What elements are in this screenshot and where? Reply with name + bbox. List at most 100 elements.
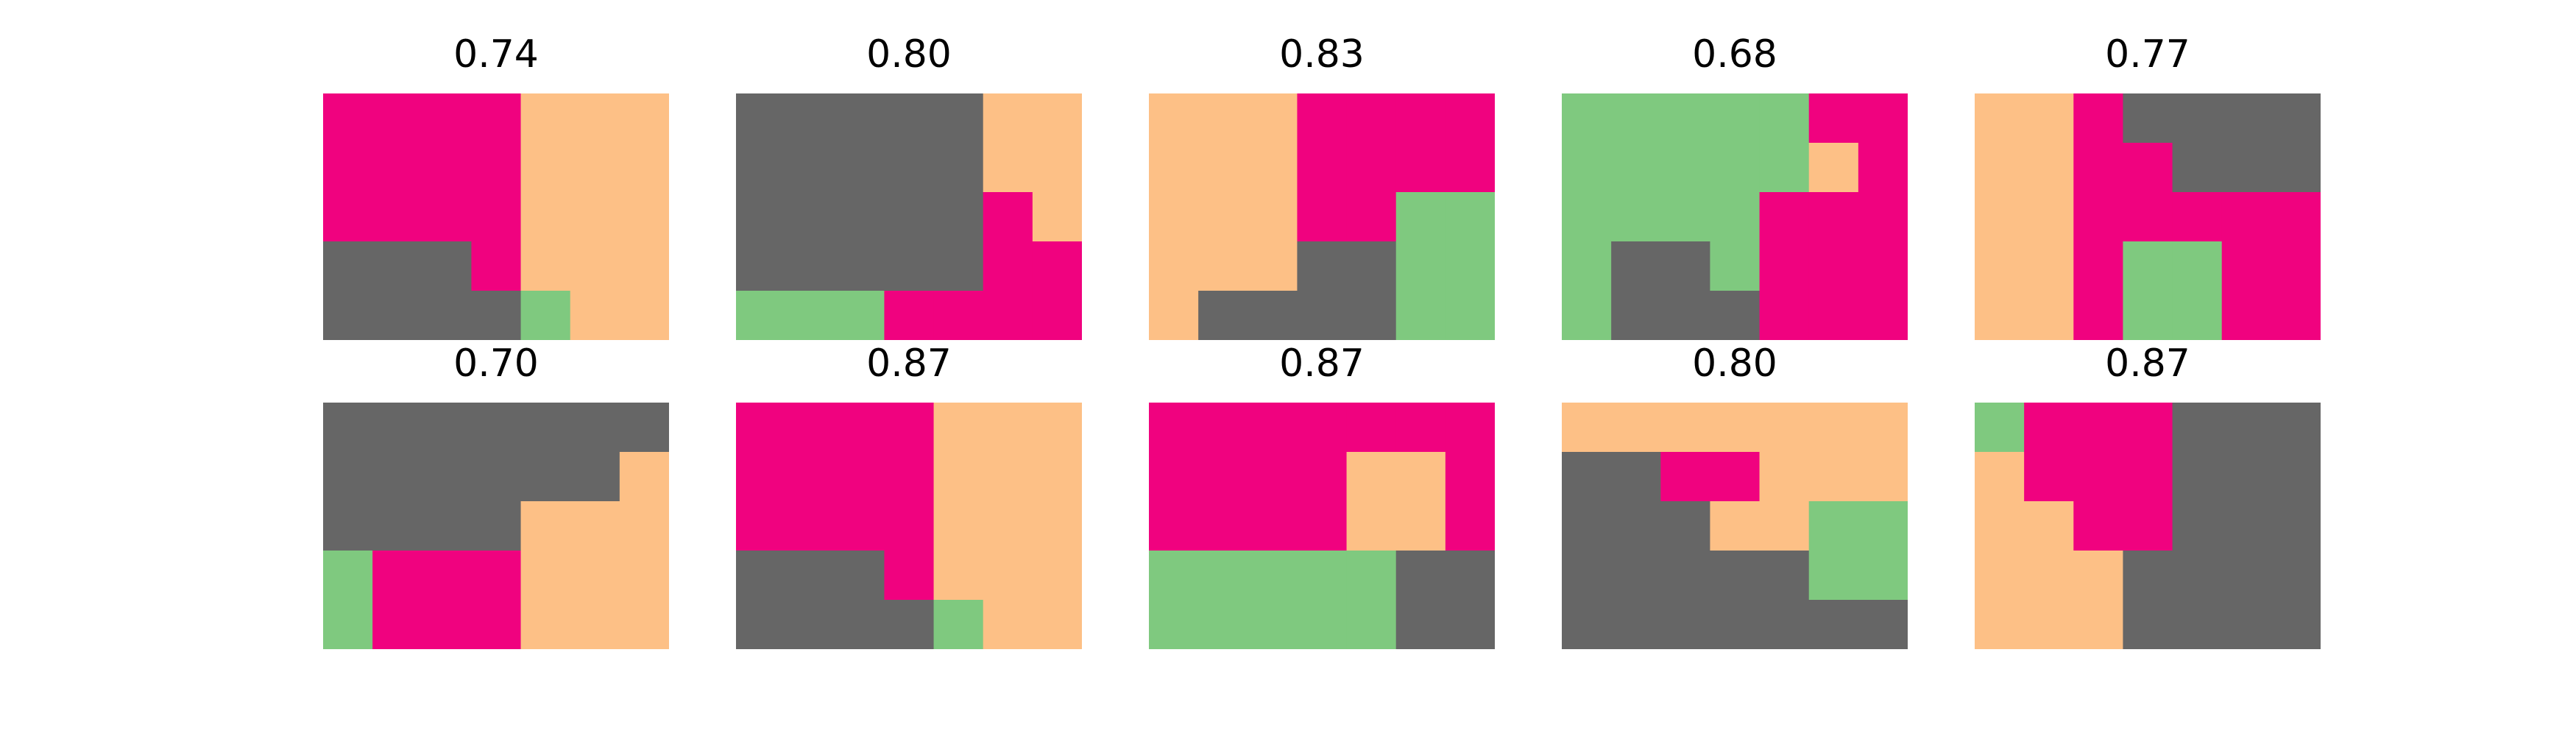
grid-cell xyxy=(1198,600,1248,649)
grid-cell xyxy=(736,241,786,291)
grid-cell xyxy=(1808,291,1859,340)
grid-cell xyxy=(471,143,522,193)
grid-cell xyxy=(1346,291,1397,340)
grid-cell xyxy=(1562,192,1612,242)
grid-cell xyxy=(520,452,571,502)
grid-cell xyxy=(1660,551,1711,601)
grid-cell xyxy=(1808,600,1859,649)
grid-cell xyxy=(1032,241,1082,291)
grid-cell xyxy=(2073,93,2124,144)
grid-cell xyxy=(1032,452,1082,502)
grid-cell xyxy=(785,241,835,291)
grid-cell xyxy=(1032,291,1082,340)
grid-cell xyxy=(471,600,522,649)
grid-cell xyxy=(372,501,422,551)
grid-cell xyxy=(1248,291,1298,340)
grid-cell xyxy=(422,143,473,193)
grid-cell xyxy=(983,143,1033,193)
grid-cell xyxy=(1710,452,1761,502)
grid-cell xyxy=(1346,143,1397,193)
grid-cell xyxy=(1395,143,1446,193)
grid-cell xyxy=(520,143,571,193)
grid-cell xyxy=(372,452,422,502)
grid-cell xyxy=(1975,241,2025,291)
grid-cell xyxy=(1562,452,1612,502)
grid-cell xyxy=(2271,452,2321,502)
grid-cell xyxy=(2172,93,2223,144)
grid-cell xyxy=(323,291,373,340)
grid-cell xyxy=(570,291,620,340)
grid-cell xyxy=(1395,452,1446,502)
grid-cell xyxy=(736,452,786,502)
grid-cell xyxy=(1395,241,1446,291)
grid-cell xyxy=(785,291,835,340)
grid-cell xyxy=(1395,93,1446,144)
grid-cell xyxy=(2221,143,2272,193)
grid-cell xyxy=(619,501,669,551)
grid-cell xyxy=(1975,600,2025,649)
grid-cell xyxy=(1759,600,1810,649)
panel-grid xyxy=(323,403,669,649)
grid-cell xyxy=(471,403,522,453)
grid-cell xyxy=(1445,93,1495,144)
grid-cell xyxy=(471,551,522,601)
grid-cell xyxy=(983,291,1033,340)
grid-cell xyxy=(1032,143,1082,193)
grid-cell xyxy=(1198,551,1248,601)
grid-cell xyxy=(1149,600,1199,649)
grid-cell xyxy=(2221,551,2272,601)
grid-cell xyxy=(2123,291,2173,340)
grid-cell xyxy=(1562,291,1612,340)
grid-cell xyxy=(1611,93,1661,144)
grid-cell xyxy=(1445,600,1495,649)
grid-cell xyxy=(1611,143,1661,193)
grid-cell xyxy=(1445,291,1495,340)
grid-cell xyxy=(1808,241,1859,291)
grid-cell xyxy=(1660,452,1711,502)
grid-cell xyxy=(785,600,835,649)
grid-cell xyxy=(422,291,473,340)
grid-cell xyxy=(1297,241,1348,291)
grid-cell xyxy=(471,452,522,502)
grid-cell xyxy=(1346,600,1397,649)
grid-cell xyxy=(1611,551,1661,601)
grid-cell xyxy=(1562,93,1612,144)
grid-cell xyxy=(884,452,935,502)
grid-cell xyxy=(1759,93,1810,144)
panel-grid xyxy=(736,93,1082,340)
grid-cell xyxy=(1395,192,1446,242)
grid-cell xyxy=(1808,501,1859,551)
grid-cell xyxy=(884,501,935,551)
grid-cell xyxy=(2221,192,2272,242)
grid-cell xyxy=(2024,192,2074,242)
grid-cell xyxy=(1445,192,1495,242)
grid-cell xyxy=(2123,501,2173,551)
panel xyxy=(323,93,669,340)
grid-cell xyxy=(1759,551,1810,601)
grid-cell xyxy=(983,501,1033,551)
grid-cell xyxy=(736,551,786,601)
grid-cell xyxy=(1858,600,1908,649)
grid-cell xyxy=(1346,501,1397,551)
panel-grid xyxy=(1562,403,1908,649)
grid-cell xyxy=(2271,291,2321,340)
grid-cell xyxy=(2073,192,2124,242)
grid-cell xyxy=(323,551,373,601)
grid-cell xyxy=(2024,551,2074,601)
panel-title: 0.83 xyxy=(1279,32,1365,77)
grid-cell xyxy=(835,551,885,601)
grid-cell xyxy=(2123,452,2173,502)
grid-cell xyxy=(1346,192,1397,242)
grid-cell xyxy=(835,192,885,242)
grid-cell xyxy=(1562,551,1612,601)
grid-cell xyxy=(1032,551,1082,601)
grid-cell xyxy=(1759,291,1810,340)
grid-cell xyxy=(570,192,620,242)
grid-cell xyxy=(1032,93,1082,144)
grid-cell xyxy=(933,93,984,144)
grid-cell xyxy=(2221,501,2272,551)
grid-cell xyxy=(2073,501,2124,551)
grid-cell xyxy=(983,93,1033,144)
grid-cell xyxy=(1248,501,1298,551)
